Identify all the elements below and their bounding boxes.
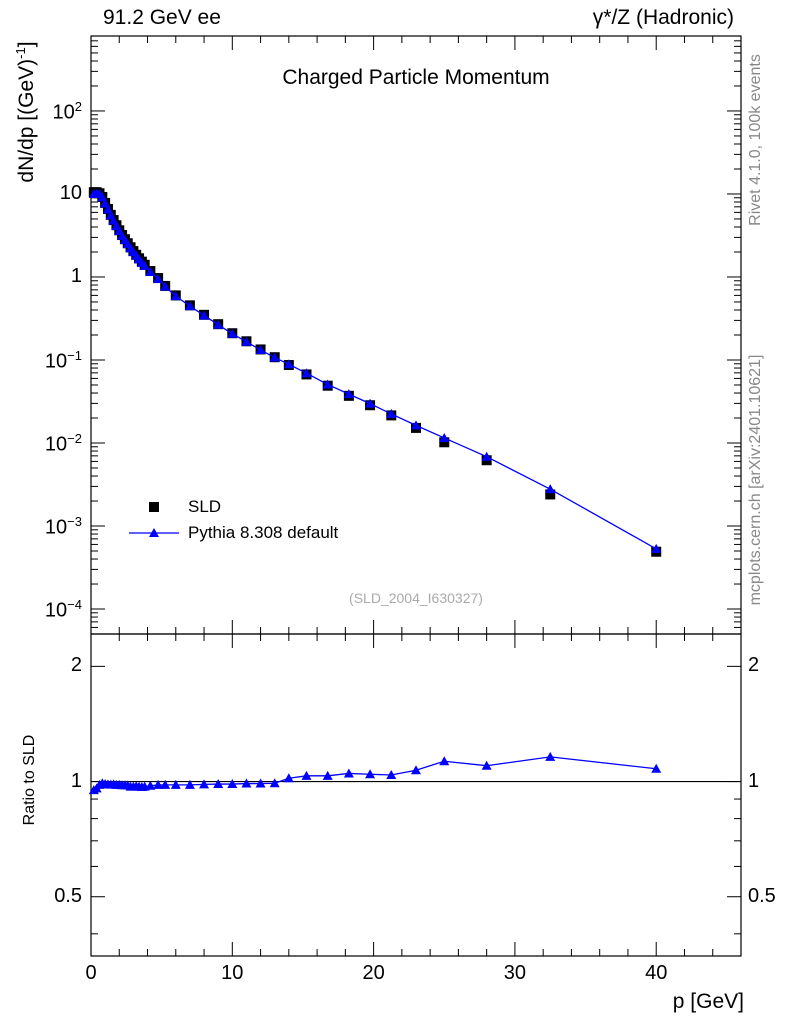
ratio-data-point xyxy=(269,778,280,788)
x-tick-label: 20 xyxy=(362,962,385,984)
ratio-y-tick-label: 2 xyxy=(70,654,82,677)
x-tick-label: 30 xyxy=(503,962,527,984)
mcplots-credit-label: mcplots.cern.ch [arXiv:2401.10621] xyxy=(747,354,764,606)
pythia-data-point xyxy=(160,281,171,291)
ratio-data-point xyxy=(145,780,156,790)
main-plot-frame xyxy=(90,35,742,635)
main-y-tick-label: 10 xyxy=(59,181,82,204)
sld-data-point xyxy=(439,437,450,448)
ratio-data-point xyxy=(343,768,354,778)
ratio-data-point xyxy=(365,769,376,779)
pythia-data-point xyxy=(213,319,224,329)
ratio-data-point xyxy=(322,770,333,780)
analysis-reference-tag: (SLD_2004_I630327) xyxy=(349,590,483,606)
ratio-data-point xyxy=(213,779,224,789)
main-y-tick-label: 102 xyxy=(52,98,82,124)
ratio-data-point xyxy=(481,760,492,770)
main-y-axis-label-text: dN/dp [(GeV) xyxy=(15,58,38,183)
pythia-data-point xyxy=(255,344,266,354)
pythia-data-point xyxy=(145,266,156,276)
main-y-tick-label: 10−3 xyxy=(44,514,82,539)
legend-label-pythia: Pythia 8.308 default xyxy=(188,523,339,542)
ratio-data-point xyxy=(227,779,238,789)
header-right-label: γ*/Z (Hadronic) xyxy=(592,6,734,29)
main-y-tick-label: 1 xyxy=(70,264,82,287)
pythia-data-point xyxy=(170,291,181,301)
pythia-data-point xyxy=(269,352,280,362)
ratio-data-point xyxy=(439,756,450,766)
pythia-data-point xyxy=(322,379,333,389)
ratio-y-tick-label-right: 2 xyxy=(748,654,760,677)
pythia-data-point xyxy=(481,451,492,461)
main-y-tick-label: 10−4 xyxy=(44,597,82,622)
legend-label-sld: SLD xyxy=(188,497,222,516)
ratio-plot-marks xyxy=(88,751,662,795)
sld-data-point xyxy=(545,489,556,500)
ratio-plot-frame xyxy=(90,633,742,957)
pythia-data-point xyxy=(651,543,662,553)
main-y-axis-label-close: ] xyxy=(15,41,38,48)
ratio-y-tick-label: 1 xyxy=(70,769,82,792)
ratio-data-point xyxy=(301,770,312,780)
pythia-data-point xyxy=(301,368,312,378)
ratio-y-axis-label: Ratio to SLD xyxy=(21,734,38,826)
main-y-axis-label-exponent: -1 xyxy=(13,47,28,59)
pythia-data-point xyxy=(184,301,195,311)
plot-title: Charged Particle Momentum xyxy=(282,66,550,89)
ratio-data-point xyxy=(170,779,181,789)
pythia-data-point xyxy=(153,273,164,283)
ratio-data-point xyxy=(184,779,195,789)
main-axis-ticks xyxy=(90,35,742,956)
x-tick-label: 40 xyxy=(645,962,668,984)
main-y-tick-label: 10−1 xyxy=(44,347,82,373)
legend-pythia-marker xyxy=(149,528,159,537)
x-axis-label: p [GeV] xyxy=(672,990,744,1013)
pythia-data-point xyxy=(139,260,150,270)
pythia-data-point xyxy=(343,389,354,399)
pythia-data-point xyxy=(365,398,376,408)
header-left-label: 91.2 GeV ee xyxy=(103,6,221,29)
ratio-y-tick-label-right: 0.5 xyxy=(748,884,776,907)
x-tick-label: 10 xyxy=(221,962,244,984)
pythia-data-point xyxy=(227,328,238,338)
ratio-data-point xyxy=(651,763,662,773)
ratio-data-point xyxy=(545,751,556,761)
ratio-data-point xyxy=(255,778,266,788)
pythia-data-point xyxy=(439,432,450,442)
ratio-data-point xyxy=(160,779,171,789)
pythia-series-line xyxy=(93,193,657,550)
pythia-data-point xyxy=(199,310,210,320)
ratio-data-point xyxy=(153,779,164,789)
main-y-tick-label: 10−2 xyxy=(44,430,82,456)
legend-sld-marker xyxy=(149,502,159,512)
pythia-data-point xyxy=(241,336,252,346)
ratio-data-point xyxy=(411,765,421,775)
ratio-data-point xyxy=(283,773,294,783)
x-tick-label: 0 xyxy=(85,962,97,984)
main-plot-marks xyxy=(88,187,662,557)
pythia-data-point xyxy=(386,408,397,418)
ratio-data-point xyxy=(241,778,252,788)
ratio-y-tick-label-right: 1 xyxy=(748,769,760,792)
rivet-version-label: Rivet 4.1.0, 100k events xyxy=(747,54,764,226)
pythia-data-point xyxy=(283,359,294,369)
main-y-axis-label: dN/dp [(GeV)-1] xyxy=(13,41,39,182)
ratio-data-point xyxy=(199,779,210,789)
pythia-data-point xyxy=(545,484,556,494)
ratio-axis-ticks xyxy=(91,665,741,935)
ratio-y-tick-label: 0.5 xyxy=(54,884,82,907)
legend-marks xyxy=(129,502,179,537)
ratio-data-point xyxy=(386,770,397,780)
pythia-data-point xyxy=(411,420,421,430)
